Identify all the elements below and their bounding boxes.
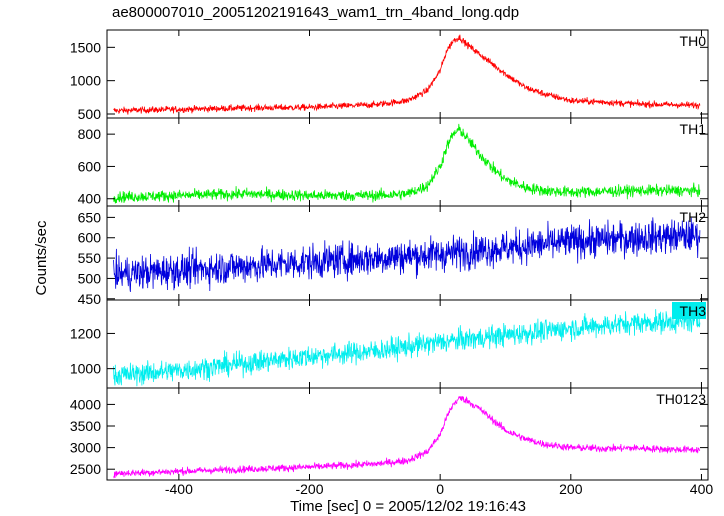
x-tick-label: -400 [165, 481, 193, 497]
series-th1-line [113, 123, 701, 204]
panel-th0: 500 1000 1500 TH0 [70, 29, 709, 122]
y-tick-label: 800 [78, 126, 102, 142]
y-tick-label: 1200 [70, 325, 101, 341]
y-tick-label: 550 [78, 250, 102, 266]
panel-frame [106, 29, 709, 119]
x-tick-label: 200 [559, 481, 583, 497]
x-tick-label: 400 [690, 481, 714, 497]
panel-label: TH3 [680, 303, 707, 319]
y-tick-label: 2500 [70, 461, 101, 477]
panel-th0123: 2500 3000 3500 4000 TH0123 [70, 387, 709, 481]
panel-label: TH2 [680, 209, 707, 225]
panel-th3: 1000 1200 TH3 [70, 299, 709, 389]
y-tick-label: 500 [78, 106, 102, 122]
series-th3-line [113, 309, 701, 387]
y-tick-label: 500 [78, 270, 102, 286]
x-tick-label: 0 [436, 481, 444, 497]
series-th0-line [113, 34, 701, 115]
panel-label: TH1 [680, 121, 707, 137]
panel-label: TH0 [680, 33, 707, 49]
y-axis-label: Counts/sec [33, 220, 50, 296]
panel-th1: 400 600 800 TH1 [78, 117, 709, 207]
panels: 500 1000 1500 TH0 400 600 800 TH1 450 500 550 600 65… [70, 29, 709, 481]
panel-label: TH0123 [656, 391, 706, 407]
series-th0123-line [113, 396, 701, 479]
x-tick-label: -200 [295, 481, 323, 497]
y-tick-label: 1500 [70, 39, 101, 55]
y-tick-label: 650 [78, 209, 102, 225]
y-tick-label: 1000 [70, 73, 101, 89]
y-tick-label: 3500 [70, 418, 101, 434]
y-tick-label: 3000 [70, 440, 101, 456]
label-highlight [672, 302, 706, 319]
panel-frame [106, 387, 709, 481]
y-tick-label: 600 [78, 230, 102, 246]
chart-title: ae800007010_20051202191643_wam1_trn_4ban… [112, 4, 520, 21]
x-axis-label: Time [sec] 0 = 2005/12/02 19:16:43 [290, 498, 526, 515]
series-th2-line [113, 217, 701, 292]
y-tick-label: 400 [78, 191, 102, 207]
y-tick-label: 1000 [70, 361, 101, 377]
y-tick-label: 600 [78, 158, 102, 174]
y-tick-label: 450 [78, 291, 102, 307]
x-axis: -400 -200 0 200 400 [165, 481, 714, 497]
panel-th2: 450 500 550 600 650 TH2 [78, 205, 709, 307]
y-tick-label: 4000 [70, 396, 101, 412]
